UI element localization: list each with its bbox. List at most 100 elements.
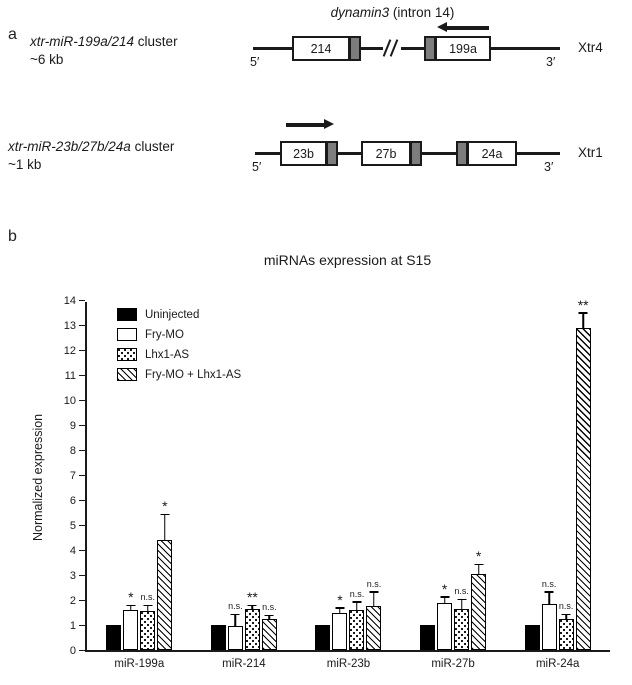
y-tick-mark <box>79 424 85 426</box>
x-category-label: miR-24a <box>535 658 580 670</box>
bar-Fry-MO+Lhx1-AS-miR-199a <box>157 540 173 650</box>
bar-slot: n.s. <box>541 300 557 650</box>
bar-group-miR-199a: * n.s. * miR-199a <box>106 300 173 670</box>
significance-label: n.s. <box>228 601 243 611</box>
error-bar <box>251 606 254 609</box>
y-tick-label: 3 <box>69 570 76 582</box>
y-tick-label: 6 <box>69 495 76 507</box>
mir-199a-box: 199a <box>435 36 491 61</box>
error-bar-cap <box>440 596 450 598</box>
panel-a-label: a <box>8 26 17 43</box>
error-bar-cap <box>561 613 571 615</box>
bar-Fry-MO-miR-214 <box>227 626 243 650</box>
significance-label: n.s. <box>349 588 365 599</box>
y-tick-mark <box>79 324 85 326</box>
bar-slot: n.s. <box>454 300 470 650</box>
bar-slot: * <box>471 300 487 650</box>
significance-label: * <box>475 548 482 564</box>
significance-label: * <box>337 591 343 608</box>
bar-slot: * <box>437 300 453 650</box>
bar-slot <box>420 300 436 650</box>
error-bar-cap <box>143 604 153 607</box>
bar-Uninjected-miR-24a <box>524 625 540 650</box>
mir-24a-box: 24a <box>467 141 517 166</box>
error-bar-cap <box>578 312 588 314</box>
gene-title: dynamin3 (intron 14) <box>250 5 535 20</box>
bar-Uninjected-miR-27b <box>420 625 436 650</box>
y-tick-mark <box>79 499 85 501</box>
bar-Lhx1-AS-miR-24a <box>558 618 574 650</box>
bar-group-miR-214: n.s. ** n.s. miR-214 <box>210 300 277 670</box>
y-tick-label: 9 <box>69 420 76 432</box>
bar-Lhx1-AS-miR-214 <box>244 608 260 650</box>
bar-Fry-MO-miR-199a <box>123 610 139 650</box>
error-bar-cap <box>160 513 170 515</box>
error-bar-cap <box>230 613 240 615</box>
y-tick-mark <box>79 599 85 601</box>
y-tick-label: 5 <box>69 520 76 532</box>
mature-strand-marker <box>410 141 422 166</box>
y-tick-label: 11 <box>64 370 76 382</box>
error-bar-cap <box>126 604 136 607</box>
significance-label: n.s. <box>140 592 156 603</box>
error-bar-cap <box>544 591 554 593</box>
significance-label: n.s. <box>454 586 469 596</box>
bar-Fry-MO-miR-23b <box>332 612 348 650</box>
cluster1-name-rest: cluster <box>134 34 178 49</box>
y-axis-ticks: 0 1 2 3 4 5 6 7 8 9 10 11 12 13 14 <box>56 296 80 657</box>
bar-Uninjected-miR-199a <box>106 625 122 650</box>
bar-Lhx1-AS-miR-23b <box>349 610 365 650</box>
legend-item: Fry-MO + Lhx1-AS <box>117 368 241 381</box>
error-bar <box>443 597 446 603</box>
cluster1-name-italic: xtr-miR-199a/214 <box>30 34 135 49</box>
left-arrow-icon <box>437 22 489 34</box>
bar-slot <box>315 300 331 650</box>
bar-Fry-MO+Lhx1-AS-miR-27b <box>471 573 487 650</box>
bar-slot: n.s. <box>140 300 156 650</box>
panel-b-label: b <box>8 228 17 245</box>
legend-swatch-white <box>117 328 137 341</box>
bar-slot: n.s. <box>227 300 243 650</box>
legend-item: Lhx1-AS <box>117 348 241 361</box>
panel-a-gene-diagram: a dynamin3 (intron 14) xtr-miR-199a/214 … <box>0 0 632 220</box>
y-tick-mark <box>79 349 85 351</box>
bar-slot <box>210 300 226 650</box>
y-tick-mark <box>79 524 85 526</box>
cluster1-name: xtr-miR-199a/214 cluster <box>30 34 178 49</box>
x-category-label: miR-27b <box>431 658 475 670</box>
error-bar <box>477 565 480 574</box>
y-axis-label: Normalized expression <box>31 413 45 541</box>
y-tick-label: 10 <box>63 395 76 407</box>
bar-groups: * n.s. * miR-199a n.s. ** n.s. miR-214 * n.s. n.s.… <box>87 298 610 670</box>
y-tick-label: 12 <box>63 345 76 357</box>
significance-label: n.s. <box>366 578 382 589</box>
cluster1-3prime-label: 3′ <box>546 55 556 69</box>
significance-label: n.s. <box>262 602 277 613</box>
bar-slot <box>524 300 540 650</box>
mir-27b-box: 27b <box>361 141 411 166</box>
y-tick-mark <box>79 449 85 451</box>
gene-name: dynamin3 <box>330 5 390 20</box>
cluster2-name: xtr-miR-23b/27b/24a cluster <box>8 139 174 154</box>
y-tick-label: 7 <box>69 470 76 482</box>
bar-slot: n.s. <box>558 300 574 650</box>
significance-label: * <box>162 498 168 514</box>
legend: Uninjected Fry-MO Lhx1-AS Fry-MO + Lhx1-AS <box>117 308 241 381</box>
significance-label: ** <box>246 589 258 606</box>
cluster2-size: ~1 kb <box>8 157 42 172</box>
error-bar <box>147 606 149 612</box>
legend-label: Uninjected <box>145 308 200 321</box>
bar-group-miR-27b: * n.s. * miR-27b <box>420 300 487 670</box>
bar-slot: ** <box>575 298 591 650</box>
significance-label: n.s. <box>541 578 557 589</box>
bar-Lhx1-AS-miR-199a <box>140 611 156 650</box>
mature-strand-marker <box>326 141 338 166</box>
error-bar <box>373 592 375 607</box>
bar-slot: n.s. <box>349 300 365 650</box>
bar-group-miR-24a: n.s. n.s. ** miR-24a <box>524 298 591 670</box>
mir-23b-box: 23b <box>280 141 327 166</box>
x-category-label: miR-214 <box>222 658 266 670</box>
cluster2-3prime-label: 3′ <box>544 160 554 174</box>
bar-Lhx1-AS-miR-27b <box>454 608 470 650</box>
bar-Fry-MO-miR-24a <box>541 603 557 650</box>
